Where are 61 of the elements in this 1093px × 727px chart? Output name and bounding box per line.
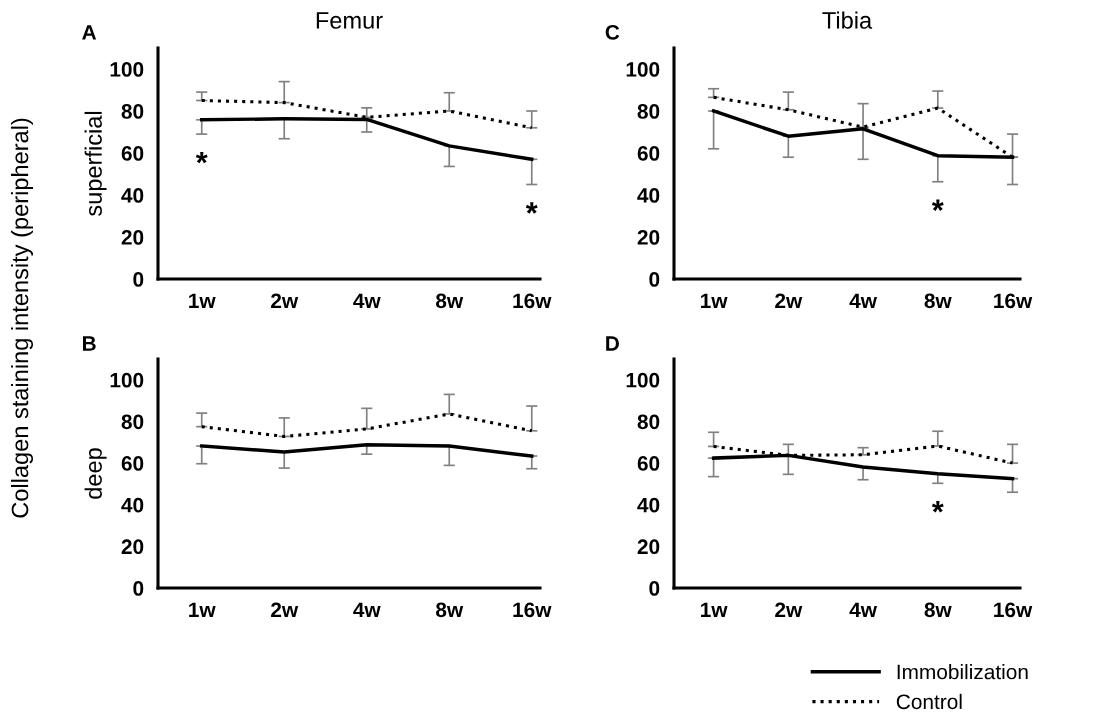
y-tick-label: 80 — [637, 414, 660, 430]
y-tick-label: 40 — [121, 497, 144, 513]
x-tick-label: 1w — [189, 293, 216, 308]
y-tick-label: 100 — [626, 62, 660, 77]
y-tick-label: 100 — [110, 62, 144, 77]
y-tick-label: 80 — [637, 104, 660, 119]
y-tick-label: 100 — [626, 372, 660, 388]
x-tick-label: 8w — [436, 602, 464, 618]
x-tick-label: 8w — [924, 602, 952, 618]
x-tick-label: 8w — [924, 293, 952, 309]
legend-label: Immobilization — [897, 664, 1028, 680]
chart-title: Tibia — [822, 11, 873, 29]
x-tick-label: 16w — [513, 602, 552, 618]
x-tick-label: 16w — [513, 293, 552, 309]
text: Collagen staining intensity (peripheral) — [11, 118, 33, 518]
x-tick-label: 16w — [994, 602, 1033, 618]
y-tick-label: 0 — [133, 272, 144, 287]
text: A — [82, 25, 97, 40]
y-tick-label: 20 — [637, 230, 660, 245]
y-tick-label: 80 — [121, 414, 144, 430]
x-tick-label: 2w — [775, 293, 803, 308]
y-tick-label: 60 — [637, 146, 660, 161]
y-tick-label: 0 — [649, 272, 660, 287]
x-tick-label: 1w — [189, 602, 216, 617]
x-tick-label: 2w — [271, 293, 299, 308]
y-tick-label: 20 — [121, 539, 144, 555]
line-series — [200, 412, 534, 438]
x-tick-label: 4w — [353, 293, 381, 308]
y-tick-label: 60 — [121, 146, 144, 161]
text: C — [605, 24, 620, 40]
x-tick-label: 4w — [849, 602, 878, 617]
y-tick-label: 40 — [121, 188, 144, 203]
x-tick-label: 4w — [353, 602, 381, 617]
y-tick-label: 0 — [133, 581, 144, 596]
data-label: * — [195, 151, 208, 164]
y-tick-label: 80 — [121, 104, 144, 119]
chart-title: Femur — [316, 12, 383, 29]
y-tick-label: 60 — [637, 456, 660, 471]
data-label: * — [525, 202, 538, 214]
x-tick-label: 1w — [701, 602, 728, 617]
y-tick-label: 40 — [637, 497, 660, 513]
text: B — [82, 336, 96, 351]
text: D — [606, 336, 619, 351]
y-tick-label: 100 — [110, 372, 144, 388]
line-series — [199, 443, 534, 458]
y-axis-title: deep — [84, 448, 107, 499]
x-tick-label: 2w — [775, 602, 803, 617]
y-tick-label: 60 — [121, 456, 144, 471]
x-tick-label: 1w — [701, 293, 728, 308]
x-tick-label: 2w — [271, 602, 299, 617]
y-tick-label: 20 — [121, 230, 144, 245]
y-axis-title: superficial — [84, 111, 107, 216]
x-tick-label: 16w — [994, 293, 1033, 309]
x-tick-label: 8w — [436, 293, 464, 309]
y-tick-label: 40 — [637, 188, 660, 203]
legend-label: Control — [896, 693, 962, 710]
y-tick-label: 0 — [649, 581, 660, 596]
data-label: * — [931, 501, 944, 513]
y-tick-label: 20 — [637, 539, 660, 555]
x-tick-label: 4w — [849, 293, 878, 308]
data-label: * — [931, 199, 944, 211]
